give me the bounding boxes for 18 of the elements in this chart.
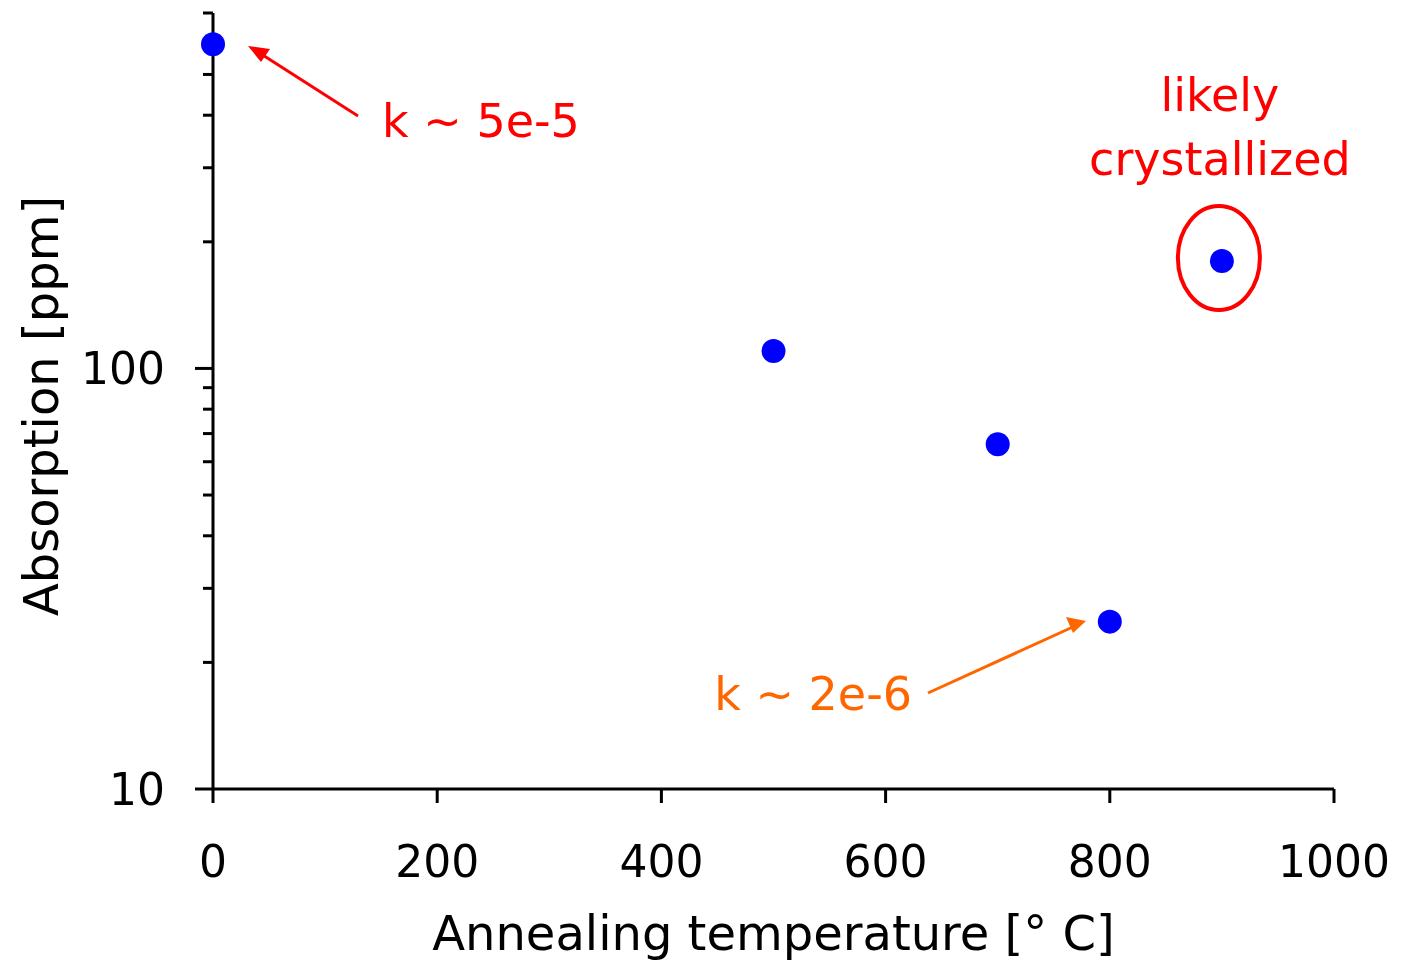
y-tick-label: 10 — [109, 764, 165, 815]
x-tick-label: 400 — [619, 836, 704, 887]
x-tick-label: 1000 — [1278, 836, 1390, 887]
point — [761, 339, 786, 364]
point — [985, 432, 1010, 457]
annotation: k ~ 2e-6 — [714, 667, 912, 721]
point — [1097, 609, 1122, 634]
x-axis-title: Annealing temperature [° C] — [432, 905, 1115, 960]
annotation: k ~ 5e-5 — [382, 94, 580, 148]
x-tick-label: 800 — [1067, 836, 1152, 887]
annotation: likely crystallized — [1089, 68, 1351, 187]
point — [1209, 249, 1234, 274]
y-axis-title: Absorption [ppm] — [13, 195, 69, 617]
x-tick-label: 600 — [843, 836, 928, 887]
y-tick-label: 100 — [81, 343, 165, 395]
x-tick-label: 200 — [395, 836, 480, 887]
point — [201, 32, 225, 57]
x-tick-label: 0 — [199, 836, 227, 887]
